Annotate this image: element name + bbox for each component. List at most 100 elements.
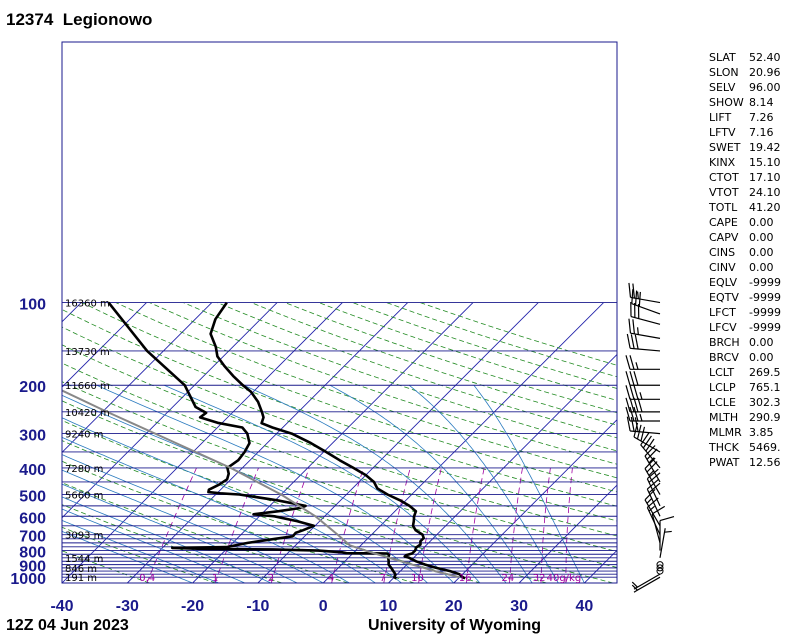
mixing-ratio-line — [146, 467, 197, 583]
index-name: SHOW — [709, 96, 744, 109]
index-name: MLMR — [709, 426, 742, 439]
height-label: 13730 m — [65, 347, 110, 358]
index-row: LFTV 7.16 — [709, 125, 781, 140]
index-name: BRCH — [709, 336, 740, 349]
station-title: 12374 Legionowo — [6, 10, 152, 30]
temperature-tick-label: -30 — [116, 598, 139, 615]
pressure-tick-label: 200 — [19, 379, 46, 396]
index-value: 17.10 — [749, 171, 781, 184]
dry-adiabat-line — [115, 302, 617, 479]
height-label: 5660 m — [65, 491, 103, 502]
wind-barb — [659, 528, 672, 558]
wind-barb — [656, 561, 664, 569]
dry-adiabat-line — [62, 326, 617, 522]
wind-barbs — [625, 282, 675, 593]
index-row: LIFT 7.26 — [709, 110, 781, 125]
index-name: VTOT — [709, 186, 739, 199]
dry-adiabat-line — [217, 302, 617, 439]
index-row: SHOW 8.14 — [709, 95, 781, 110]
temperature-tick-label: -40 — [50, 598, 73, 615]
index-row: MLTH 290.9 — [709, 410, 781, 425]
index-name: SWET — [709, 141, 741, 154]
index-name: LFTV — [709, 126, 736, 139]
index-name: TOTL — [709, 201, 738, 214]
pressure-tick-label: 100 — [19, 297, 46, 314]
index-name: CINV — [709, 261, 736, 274]
dry-adiabat-line — [251, 302, 617, 426]
index-row: CINV 0.00 — [709, 260, 781, 275]
temperature-tick-label: -10 — [246, 598, 269, 615]
index-name: EQTV — [709, 291, 739, 304]
dry-adiabat-line — [62, 460, 415, 583]
temperature-tick-label: 30 — [510, 598, 528, 615]
index-value: 0.00 — [749, 351, 774, 364]
index-row: LCLT 269.5 — [709, 365, 781, 380]
index-row: CTOT 17.10 — [709, 170, 781, 185]
height-label: 11660 m — [65, 381, 110, 392]
stability-indices: SLAT 52.40 SLON 20.96 SELV 96.00 SHOW 8.14 LIFT 7… — [709, 50, 781, 470]
mixing-ratio-label: 4 — [328, 573, 334, 584]
index-row: BRCV 0.00 — [709, 350, 781, 365]
index-row: PWAT 12.56 — [709, 455, 781, 470]
mixing-ratio-label: 16 — [459, 573, 472, 584]
index-value: 8.14 — [749, 96, 774, 109]
wind-barb — [628, 282, 661, 304]
index-row: CAPE 0.00 — [709, 215, 781, 230]
index-row: EQLV -9999 — [709, 275, 781, 290]
moist-adiabat-line — [62, 483, 298, 583]
index-name: CAPE — [709, 216, 738, 229]
dry-adiabat-line — [149, 302, 617, 465]
mixing-ratio-line — [270, 467, 310, 583]
moist-adiabat-line — [62, 496, 272, 583]
moist-adiabat-line — [62, 454, 350, 583]
index-value: 0.00 — [749, 246, 774, 259]
index-name: CINS — [709, 246, 736, 259]
moist-adiabat-line — [96, 384, 455, 583]
pressure-tick-label: 600 — [19, 510, 46, 527]
wind-barb — [625, 385, 660, 400]
isotherm-line — [62, 302, 213, 454]
index-name: LFCV — [709, 321, 737, 334]
wind-barb — [651, 505, 666, 544]
index-value: -9999 — [749, 276, 781, 289]
wind-barb — [640, 432, 661, 469]
station-id: 12374 — [6, 10, 54, 29]
index-row: SLON 20.96 — [709, 65, 781, 80]
index-row: THCK 5469. — [709, 440, 781, 455]
mixing-ratio-label: 1 — [212, 573, 218, 584]
isotherm-line — [62, 302, 278, 519]
height-label: 3093 m — [65, 531, 103, 542]
observation-time: 12Z 04 Jun 2023 — [6, 617, 129, 634]
index-row: LCLP 765.1 — [709, 380, 781, 395]
index-row: SLAT 52.40 — [709, 50, 781, 65]
index-row: BRCH 0.00 — [709, 335, 781, 350]
moist-adiabat-line — [408, 384, 559, 583]
moist-adiabat-line — [243, 384, 507, 583]
index-value: 7.26 — [749, 111, 774, 124]
pressure-tick-label: 900 — [19, 559, 46, 576]
moist-adiabat-line — [164, 384, 481, 583]
dewpoint-profile-line — [107, 301, 398, 580]
index-name: LCLE — [709, 396, 736, 409]
index-name: LCLT — [709, 366, 735, 379]
index-value: -9999 — [749, 321, 781, 334]
station-name: Legionowo — [62, 10, 153, 29]
moist-adiabat-line — [62, 469, 324, 583]
index-value: 3.85 — [749, 426, 774, 439]
index-value: 290.9 — [749, 411, 781, 424]
moist-adiabat-line — [62, 508, 245, 583]
temperature-tick-label: 40 — [576, 598, 594, 615]
index-row: LFCV -9999 — [709, 320, 781, 335]
mixing-ratio-label: 10 — [411, 573, 424, 584]
index-name: PWAT — [709, 456, 740, 469]
index-value: 20.96 — [749, 66, 781, 79]
wind-barb — [628, 318, 661, 339]
index-value: 765.1 — [749, 381, 781, 394]
wind-barb — [625, 355, 660, 370]
isotherm-line — [518, 484, 617, 583]
pressure-tick-label: 400 — [19, 462, 46, 479]
index-value: 96.00 — [749, 81, 781, 94]
index-name: SELV — [709, 81, 736, 94]
index-value: 7.16 — [749, 126, 774, 139]
pressure-tick-label: 300 — [19, 428, 46, 445]
